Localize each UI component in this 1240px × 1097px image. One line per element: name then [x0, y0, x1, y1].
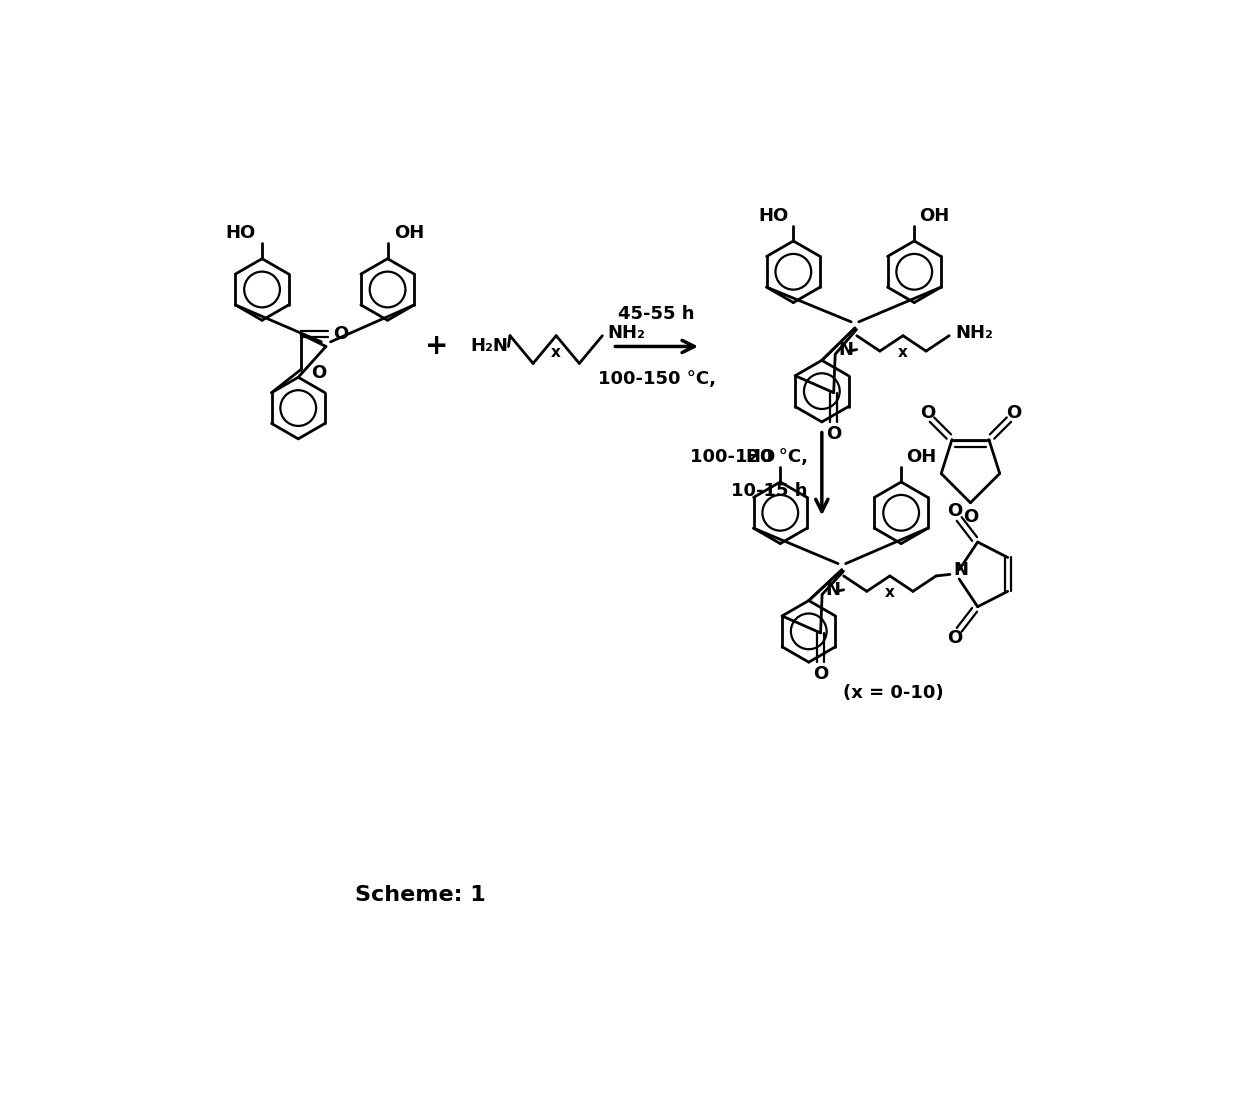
Text: +: + — [425, 332, 449, 361]
Text: O: O — [947, 629, 962, 646]
Text: x: x — [552, 346, 562, 360]
Text: HO: HO — [759, 206, 789, 225]
Text: NH₂: NH₂ — [608, 324, 645, 341]
Text: 100-120 °C,: 100-120 °C, — [689, 448, 808, 466]
Text: O: O — [334, 325, 348, 343]
Text: O: O — [826, 426, 841, 443]
Text: (x = 0-10): (x = 0-10) — [843, 683, 944, 702]
Text: HO: HO — [226, 224, 255, 242]
Text: O: O — [947, 502, 962, 520]
Text: O: O — [311, 363, 327, 382]
Text: NH₂: NH₂ — [955, 324, 993, 341]
Text: OH: OH — [919, 206, 949, 225]
Text: N: N — [954, 561, 968, 579]
Text: N: N — [826, 580, 841, 599]
Text: HO: HO — [745, 448, 776, 465]
Text: O: O — [1006, 405, 1022, 422]
Text: Scheme: 1: Scheme: 1 — [355, 885, 485, 905]
Text: 10-15 h: 10-15 h — [732, 482, 808, 500]
Text: x: x — [898, 346, 908, 360]
Text: OH: OH — [394, 224, 424, 242]
Text: N: N — [838, 340, 853, 359]
Text: O: O — [813, 666, 828, 683]
Text: O: O — [962, 508, 978, 525]
Text: 100-150 °C,: 100-150 °C, — [598, 370, 715, 388]
Text: 45-55 h: 45-55 h — [619, 305, 694, 324]
Text: OH: OH — [905, 448, 936, 465]
Text: x: x — [885, 586, 895, 600]
Text: H₂N: H₂N — [470, 338, 508, 355]
Text: O: O — [920, 405, 935, 422]
